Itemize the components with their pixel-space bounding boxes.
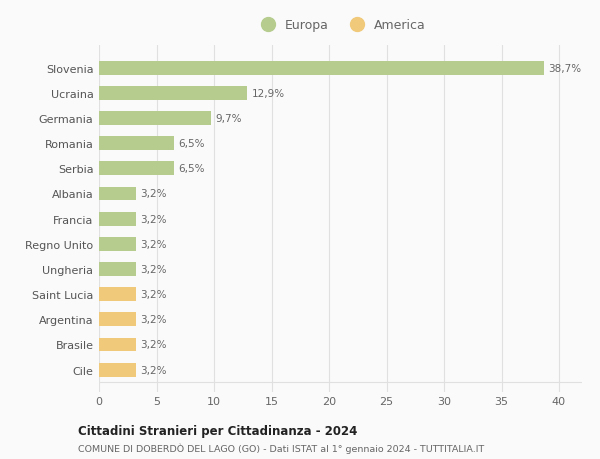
Text: Cittadini Stranieri per Cittadinanza - 2024: Cittadini Stranieri per Cittadinanza - 2… <box>78 424 358 437</box>
Text: 3,2%: 3,2% <box>140 340 167 350</box>
Bar <box>99 363 136 377</box>
Bar <box>99 62 544 75</box>
Text: 3,2%: 3,2% <box>140 290 167 299</box>
Bar <box>99 87 247 101</box>
Text: 3,2%: 3,2% <box>140 214 167 224</box>
Text: 6,5%: 6,5% <box>178 139 205 149</box>
Text: 3,2%: 3,2% <box>140 365 167 375</box>
Text: 12,9%: 12,9% <box>252 89 285 99</box>
Text: 3,2%: 3,2% <box>140 189 167 199</box>
Bar <box>99 288 136 302</box>
Bar <box>99 187 136 201</box>
Bar <box>99 338 136 352</box>
Text: 38,7%: 38,7% <box>548 63 582 73</box>
Text: 9,7%: 9,7% <box>215 114 242 124</box>
Bar <box>99 313 136 326</box>
Text: 3,2%: 3,2% <box>140 239 167 249</box>
Bar <box>99 162 174 176</box>
Bar <box>99 237 136 251</box>
Bar <box>99 263 136 276</box>
Text: 3,2%: 3,2% <box>140 264 167 274</box>
Text: 6,5%: 6,5% <box>178 164 205 174</box>
Legend: Europa, America: Europa, America <box>250 14 431 37</box>
Text: 3,2%: 3,2% <box>140 314 167 325</box>
Bar <box>99 137 174 151</box>
Text: COMUNE DI DOBERDÒ DEL LAGO (GO) - Dati ISTAT al 1° gennaio 2024 - TUTTITALIA.IT: COMUNE DI DOBERDÒ DEL LAGO (GO) - Dati I… <box>78 442 484 453</box>
Bar <box>99 112 211 126</box>
Bar <box>99 212 136 226</box>
